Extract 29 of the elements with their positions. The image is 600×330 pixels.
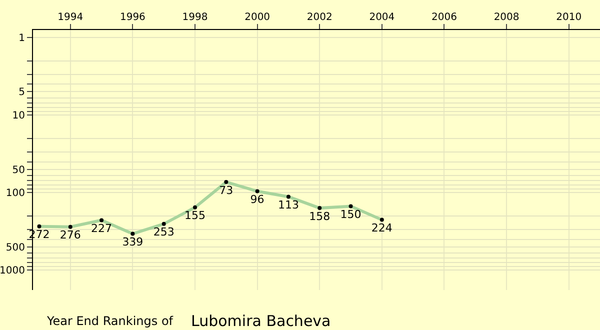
y-tick-label: 50: [12, 164, 25, 176]
y-tick-label: 10: [12, 110, 25, 122]
y-tick-label: 100: [6, 188, 25, 200]
data-label: 113: [278, 198, 299, 212]
text: Year End Rankings of: [46, 314, 174, 328]
x-tick-label: 1996: [120, 12, 146, 23]
y-tick-label: 1000: [0, 266, 25, 277]
text: Lubomira Bacheva: [191, 312, 331, 330]
data-label: 224: [371, 222, 392, 235]
data-label: 253: [153, 226, 174, 239]
y-tick-label: 500: [6, 242, 25, 254]
data-label: 227: [91, 222, 112, 235]
data-label: 276: [60, 228, 81, 242]
x-tick-label: 2006: [432, 12, 457, 23]
data-label: 339: [122, 236, 144, 249]
data-label: 158: [309, 210, 330, 223]
x-tick-label: 2000: [244, 12, 270, 23]
x-tick-label: 2002: [306, 12, 332, 23]
y-tick-label: 5: [18, 87, 25, 98]
y-tick-label: 1: [18, 33, 25, 44]
x-tick-label: 2010: [556, 12, 582, 23]
x-tick-label: 1998: [182, 12, 208, 23]
data-label: 150: [340, 208, 362, 222]
data-label: 96: [250, 193, 264, 206]
data-label: 155: [184, 209, 206, 222]
x-tick-label: 1994: [58, 12, 84, 23]
x-tick-label: 2004: [369, 12, 395, 23]
data-label: 73: [219, 184, 234, 197]
x-tick-label: 2008: [494, 12, 520, 23]
